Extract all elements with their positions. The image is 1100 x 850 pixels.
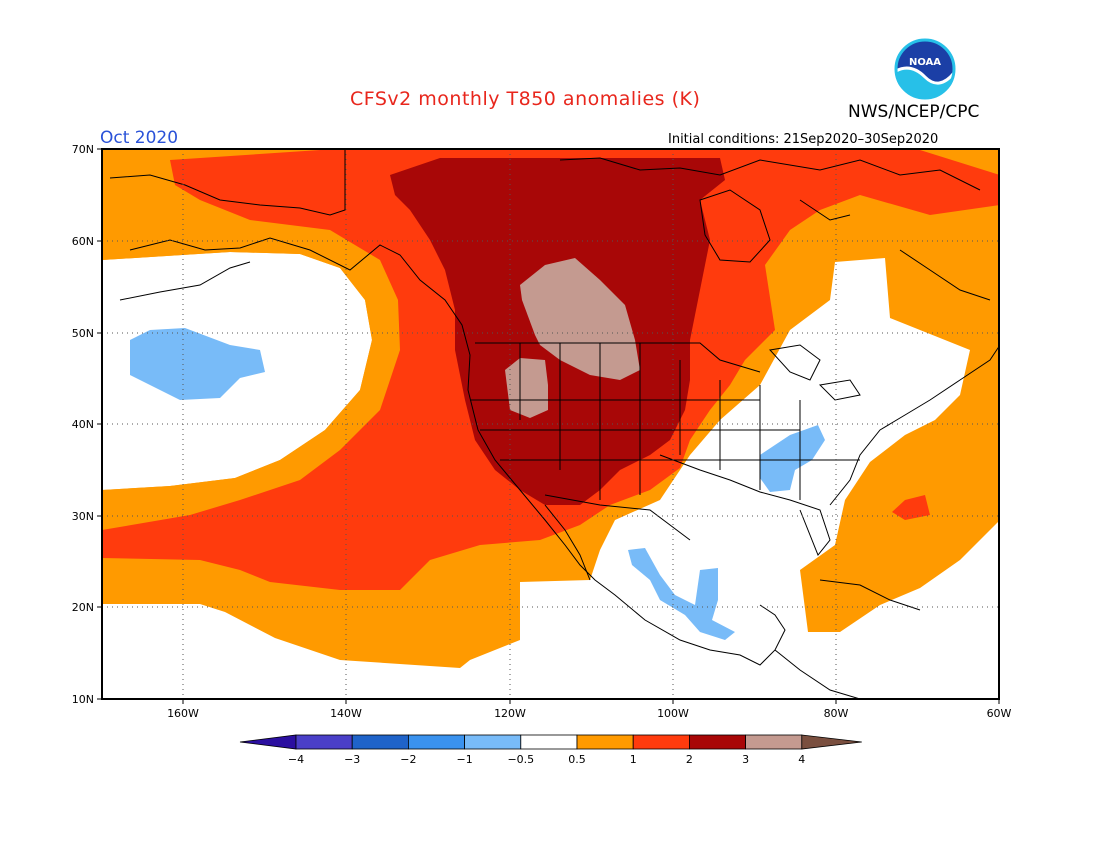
lat-label: 50N: [72, 327, 94, 340]
lon-label: 100W: [657, 707, 689, 720]
colorbar-segment: [464, 734, 522, 750]
colorbar-label: −2: [400, 753, 416, 766]
lon-label: 160W: [167, 707, 199, 720]
colorbar-arrow-high: [801, 734, 862, 750]
colorbar-segment: [745, 734, 803, 750]
lon-label: 140W: [330, 707, 362, 720]
anomaly-region-pink: [520, 258, 640, 380]
colorbar-segment: [407, 734, 465, 750]
lat-label: 30N: [72, 510, 94, 523]
colorbar-label: 4: [798, 753, 805, 766]
colorbar-segment: [689, 734, 747, 750]
chart-title: CFSv2 monthly T850 anomalies (K): [350, 88, 701, 110]
colorbar-segment: [295, 734, 353, 750]
anomaly-field: [102, 149, 999, 699]
anomaly-region-blue-east: [760, 425, 825, 492]
colorbar-segment: [351, 734, 409, 750]
anomaly-region-blue-pacific: [130, 328, 265, 400]
lat-label: 20N: [72, 601, 94, 614]
colorbar-arrow-low: [239, 734, 297, 750]
forecast-month: Oct 2020: [100, 128, 179, 148]
colorbar-label: −3: [344, 753, 360, 766]
lon-label: 120W: [494, 707, 526, 720]
lat-label: 10N: [72, 693, 94, 706]
colorbar-label: 1: [630, 753, 637, 766]
colorbar-label: −0.5: [507, 753, 534, 766]
lat-label: 40N: [72, 418, 94, 431]
lat-label: 70N: [72, 143, 94, 156]
coastlines: [109, 150, 999, 699]
lon-label: 60W: [987, 707, 1012, 720]
agency-label: NWS/NCEP/CPC: [848, 102, 980, 122]
noaa-logo: NOAA: [894, 38, 956, 100]
colorbar-segment: [632, 734, 690, 750]
colorbar-segment: [576, 734, 634, 750]
anomaly-region-blue-mexico: [628, 548, 735, 640]
colorbar-segment: [520, 734, 578, 750]
colorbar-label: 0.5: [568, 753, 586, 766]
colorbar-label: −4: [288, 753, 304, 766]
graticule: [102, 149, 999, 699]
colorbar: −4 −3 −2 −1 −0.5 0.5 1 2 3 4: [239, 734, 862, 766]
lat-label: 60N: [72, 235, 94, 248]
logo-text: NOAA: [909, 57, 941, 68]
colorbar-label: 3: [742, 753, 749, 766]
colorbar-label: −1: [456, 753, 472, 766]
lon-label: 80W: [824, 707, 849, 720]
initial-conditions: Initial conditions: 21Sep2020–30Sep2020: [668, 132, 939, 147]
colorbar-label: 2: [686, 753, 693, 766]
